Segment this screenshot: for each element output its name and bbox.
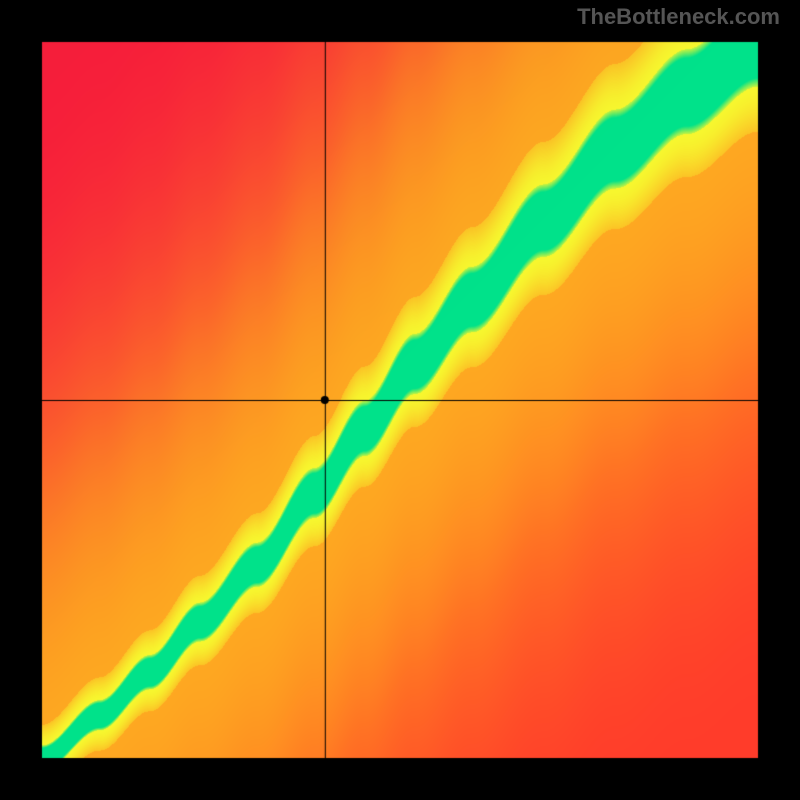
chart-container: TheBottleneck.com — [0, 0, 800, 800]
watermark-text: TheBottleneck.com — [577, 4, 780, 30]
bottleneck-heatmap-canvas — [0, 0, 800, 800]
